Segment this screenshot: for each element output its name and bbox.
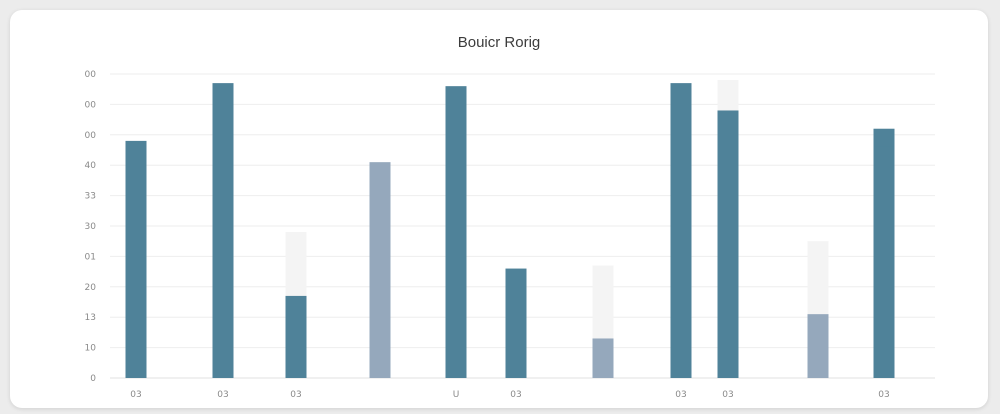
y-tick-label: 00	[85, 70, 97, 80]
x-tick-label: 03	[130, 390, 141, 400]
x-tick-label: 03	[675, 390, 686, 400]
bar	[125, 140, 147, 378]
bar	[445, 86, 467, 378]
bar	[505, 268, 527, 378]
bar	[717, 110, 739, 378]
y-tick-label: 20	[85, 283, 97, 293]
x-tick-label: 03	[722, 390, 733, 400]
x-tick-label: 03	[510, 390, 521, 400]
bar	[670, 83, 692, 379]
y-tick-label: 40	[85, 161, 97, 171]
chart-card: Bouicr Rorig 0 10 13 20 01 30 33 40 00 00 00 03 03 03…	[10, 10, 988, 408]
x-tick-label: 03	[878, 390, 889, 400]
y-tick-label: 13	[85, 313, 96, 323]
bar	[369, 162, 391, 378]
bar	[807, 314, 829, 378]
y-tick-label: 10	[85, 344, 97, 354]
bar	[592, 338, 614, 378]
x-tick-label: U	[453, 390, 460, 400]
x-tick-label: 03	[217, 390, 228, 400]
y-tick-label: 0	[90, 374, 96, 384]
chart-title: Bouicr Rorig	[457, 34, 541, 51]
y-tick-label: 00	[85, 131, 97, 141]
bar	[873, 146, 895, 378]
y-tick-label: 01	[85, 252, 96, 262]
bar	[285, 295, 307, 378]
y-tick-label: 30	[85, 222, 97, 232]
y-tick-label: 00	[85, 100, 97, 110]
bar-chart: 0 10 13 20 01 30 33 40 00 00 00 03 03 03 U 03 03 03 03	[85, 70, 935, 400]
x-tick-label: 03	[290, 390, 301, 400]
y-tick-label: 33	[85, 192, 96, 202]
bar	[212, 83, 234, 379]
